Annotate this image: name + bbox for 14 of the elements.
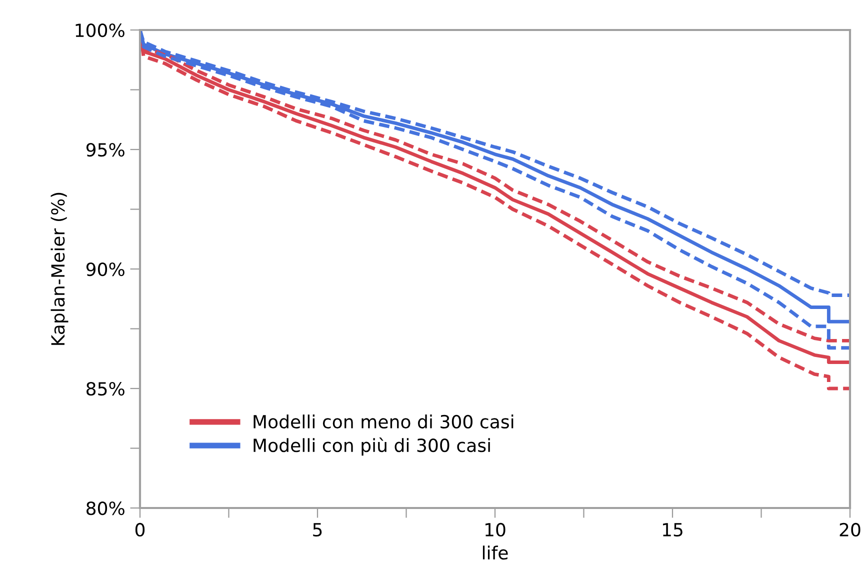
x-axis-title: life — [482, 546, 508, 560]
y-tick-label: 80% — [86, 501, 124, 516]
y-tick-label: 90% — [86, 262, 124, 276]
y-tick-label: 95% — [86, 142, 124, 157]
y-tick-label: 85% — [86, 382, 124, 396]
legend-label: Modelli con più di 300 casi — [254, 437, 490, 456]
x-tick-label: 20 — [840, 522, 860, 537]
legend-label: Modelli con meno di 300 casi — [254, 414, 514, 429]
x-tick-label: 15 — [662, 523, 682, 537]
x-tick-label: 10 — [485, 522, 506, 537]
y-axis-title: Kaplan-Meier (%) — [50, 192, 68, 345]
x-tick-label: 5 — [313, 523, 322, 537]
y-tick-label: 100% — [76, 23, 124, 38]
x-tick-label: 0 — [135, 522, 145, 537]
